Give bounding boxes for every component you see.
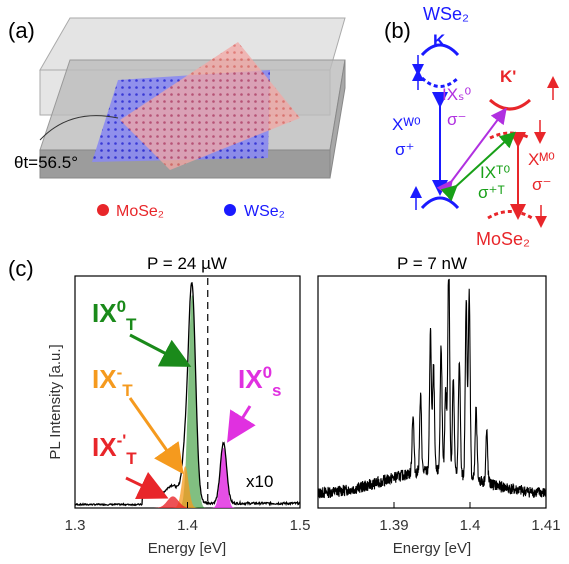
left-spectrum <box>74 281 301 507</box>
xw-pol: σ⁺ <box>395 140 414 159</box>
ixt-label: IXᵀ⁰ <box>480 163 510 182</box>
chart-right-frame <box>317 275 547 509</box>
panel-a-label: (a) <box>8 18 35 43</box>
chart-right-title: P = 7 nW <box>397 254 467 273</box>
xm-label: Xᴹ⁰ <box>528 150 555 169</box>
left-tick-label-0: 1.3 <box>65 517 86 534</box>
legend-mose2-dot <box>97 204 109 216</box>
panel-b: (b) WSe₂ K Xᵂ⁰ σ⁺ K' Xᴹ⁰ σ⁻ IXₛ⁰ σ⁻ IXᵀ⁰ <box>384 4 559 249</box>
legend-wse2-dot <box>224 204 236 216</box>
ixt-arrow <box>440 131 516 202</box>
peak-fill-0 <box>177 294 207 508</box>
peak-label-ixt-minus: IX-T <box>92 363 133 400</box>
angle-arc <box>39 115 119 141</box>
valley-k: K <box>433 31 446 50</box>
legend-mose2-text: MoSe₂ <box>116 203 164 220</box>
y-axis-label: PL Intensity [a.u.] <box>47 344 64 459</box>
peak-arrow-ix0t <box>129 333 192 367</box>
scale-annotation: x10 <box>246 472 273 491</box>
peak-label-ix0t: IX0T <box>92 297 137 334</box>
xw-label: Xᵂ⁰ <box>392 115 421 134</box>
peak-arrow-ixt-minus <box>128 397 184 475</box>
peak-fill-3 <box>210 447 237 508</box>
peak-arrow-ixt-minus-prime <box>125 471 169 499</box>
peak-fill-1 <box>171 466 199 508</box>
chart-right: P = 7 nW 1.39 1.4 1.41 Energy [eV] <box>317 254 561 557</box>
angle-text: θt=56.5° <box>14 153 78 172</box>
panel-c: (c) PL Intensity [a.u.] P = 24 µW 1.3 1.4… <box>8 254 561 557</box>
right-tick-label-0: 1.39 <box>379 517 408 534</box>
peak-label-ixt-minus-prime: IX-'T <box>92 431 137 468</box>
right-spectrum <box>317 278 547 499</box>
mose2-bottom-label: MoSe₂ <box>476 229 530 249</box>
k-cb-band <box>420 43 460 57</box>
panel-c-label: (c) <box>8 256 34 281</box>
left-tick-label-2: 1.5 <box>290 517 311 534</box>
xm-pol: σ⁻ <box>532 175 551 194</box>
peak-fill-2 <box>150 496 196 508</box>
valley-kprime: K' <box>500 67 516 86</box>
chart-right-xlabel: Energy [eV] <box>393 540 471 557</box>
chart-left-xlabel: Energy [eV] <box>148 540 226 557</box>
ixs-pol: σ⁻ <box>447 110 466 129</box>
panel-a: (a) θt=56.5° MoSe₂ WSe₂ <box>8 17 346 220</box>
ixs-label: IXₛ⁰ <box>442 85 471 104</box>
k-vb-band <box>420 196 460 210</box>
peak-arrow-ix0s <box>227 405 256 443</box>
kprime-cb-band <box>488 98 532 111</box>
right-tick-label-2: 1.41 <box>531 517 560 534</box>
chart-left-title: P = 24 µW <box>147 254 227 273</box>
legend-wse2-text: WSe₂ <box>244 203 285 220</box>
panel-b-label: (b) <box>384 18 411 43</box>
wse2-title: WSe₂ <box>423 4 469 24</box>
chart-left: P = 24 µW 1.3 1.4 1.5 Energy [eV] x10 IX0T… <box>65 254 311 557</box>
right-tick-label-1: 1.4 <box>460 517 481 534</box>
ixt-pol: σ⁺ᵀ <box>478 183 505 202</box>
peak-label-ix0s: IX0s <box>238 363 282 400</box>
left-tick-label-1: 1.4 <box>177 517 198 534</box>
mose2-layer <box>120 42 300 170</box>
